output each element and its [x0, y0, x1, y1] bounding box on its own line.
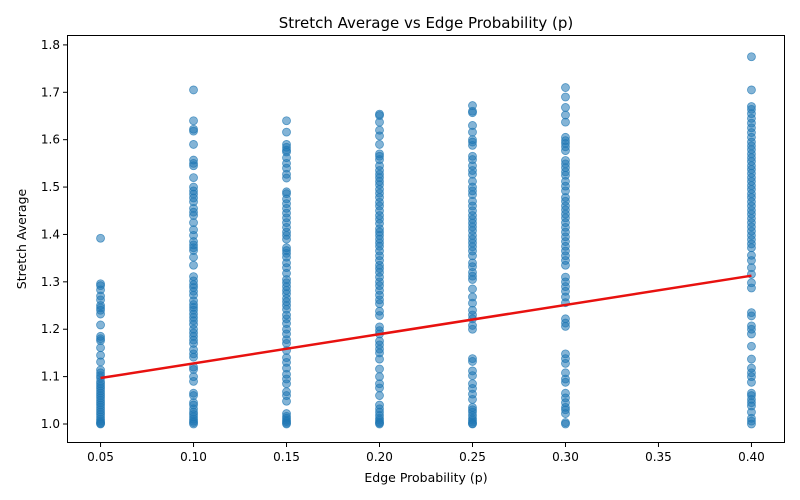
data-point: [375, 354, 384, 364]
data-point: [468, 324, 477, 334]
data-point: [747, 377, 756, 387]
y-axis-label: Stretch Average: [14, 188, 29, 289]
data-point: [561, 321, 570, 331]
data-point: [561, 358, 570, 368]
x-tick-label: 0.35: [645, 450, 672, 464]
x-tick-label: 0.05: [87, 450, 114, 464]
data-point: [375, 419, 384, 429]
data-point: [375, 391, 384, 400]
x-tick-label: 0.15: [273, 450, 300, 464]
plot-frame: [67, 35, 785, 443]
data-point: [747, 311, 756, 321]
data-point: [189, 140, 198, 149]
data-point: [468, 357, 477, 366]
data-point: [561, 409, 570, 418]
y-tick-label: 1.4: [41, 227, 60, 241]
data-point: [189, 161, 198, 171]
data-point: [96, 233, 105, 243]
data-point: [468, 284, 477, 294]
data-point: [561, 377, 570, 387]
y-tick-label: 1.7: [41, 85, 60, 99]
data-point: [747, 283, 756, 293]
data-point: [561, 117, 570, 127]
data-point: [282, 396, 291, 406]
y-tick-label: 1.6: [41, 133, 60, 147]
data-point: [189, 85, 198, 95]
data-point: [189, 173, 198, 182]
y-tick-label: 1.1: [41, 370, 60, 384]
data-point: [282, 116, 291, 126]
data-point: [375, 364, 384, 374]
data-point: [375, 311, 384, 320]
data-point: [468, 108, 477, 118]
data-point: [189, 116, 198, 126]
data-point: [375, 383, 384, 393]
data-point: [561, 103, 570, 112]
data-point: [468, 127, 477, 137]
data-point: [375, 299, 384, 309]
x-tick-label: 0.25: [459, 450, 486, 464]
data-point: [468, 371, 477, 381]
data-point: [96, 419, 105, 429]
data-point: [189, 376, 198, 386]
y-tick-label: 1.0: [41, 417, 60, 431]
data-point: [375, 117, 384, 127]
x-axis-ticks: 0.05 0.10 0.15 0.20 0.25 0.30 0.35 0.40: [87, 442, 765, 464]
data-point: [96, 309, 105, 319]
data-point: [468, 275, 477, 284]
data-point: [282, 234, 291, 244]
data-point: [747, 341, 756, 351]
data-point: [282, 379, 291, 389]
data-point: [189, 126, 198, 136]
data-point: [282, 127, 291, 137]
x-tick-label: 0.30: [552, 450, 579, 464]
x-tick-label: 0.20: [366, 450, 393, 464]
x-axis-label: Edge Probability (p): [364, 470, 487, 485]
data-point: [561, 83, 570, 92]
data-point: [96, 357, 105, 367]
data-point: [189, 419, 198, 429]
chart-title: Stretch Average vs Edge Probability (p): [279, 14, 574, 32]
data-point: [747, 354, 756, 364]
data-point: [747, 419, 756, 429]
data-point: [561, 146, 570, 155]
x-tick-label: 0.10: [180, 450, 207, 464]
data-point: [96, 320, 105, 330]
data-point: [468, 140, 477, 150]
data-point: [282, 173, 291, 183]
data-point: [468, 419, 477, 429]
data-point: [747, 243, 756, 253]
trend-line: [100, 274, 752, 380]
data-point: [375, 140, 384, 149]
data-point: [561, 260, 570, 270]
data-point: [561, 92, 570, 102]
data-point: [468, 394, 477, 404]
y-tick-label: 1.2: [41, 322, 60, 336]
y-axis-ticks: 1.0 1.1 1.2 1.3 1.4 1.5 1.6 1.7 1.8: [41, 38, 68, 431]
y-tick-label: 1.5: [41, 180, 60, 194]
points-layer: [96, 52, 756, 429]
data-point: [375, 131, 384, 141]
data-point: [747, 329, 756, 339]
data-point: [561, 419, 570, 429]
data-point: [282, 419, 291, 429]
y-tick-label: 1.8: [41, 38, 60, 52]
data-point: [189, 252, 198, 262]
data-point: [747, 52, 756, 62]
data-point: [189, 352, 198, 362]
x-tick-label: 0.40: [738, 450, 765, 464]
data-point: [747, 85, 756, 95]
y-tick-label: 1.3: [41, 275, 60, 289]
data-point: [96, 343, 105, 353]
data-point: [189, 260, 198, 270]
